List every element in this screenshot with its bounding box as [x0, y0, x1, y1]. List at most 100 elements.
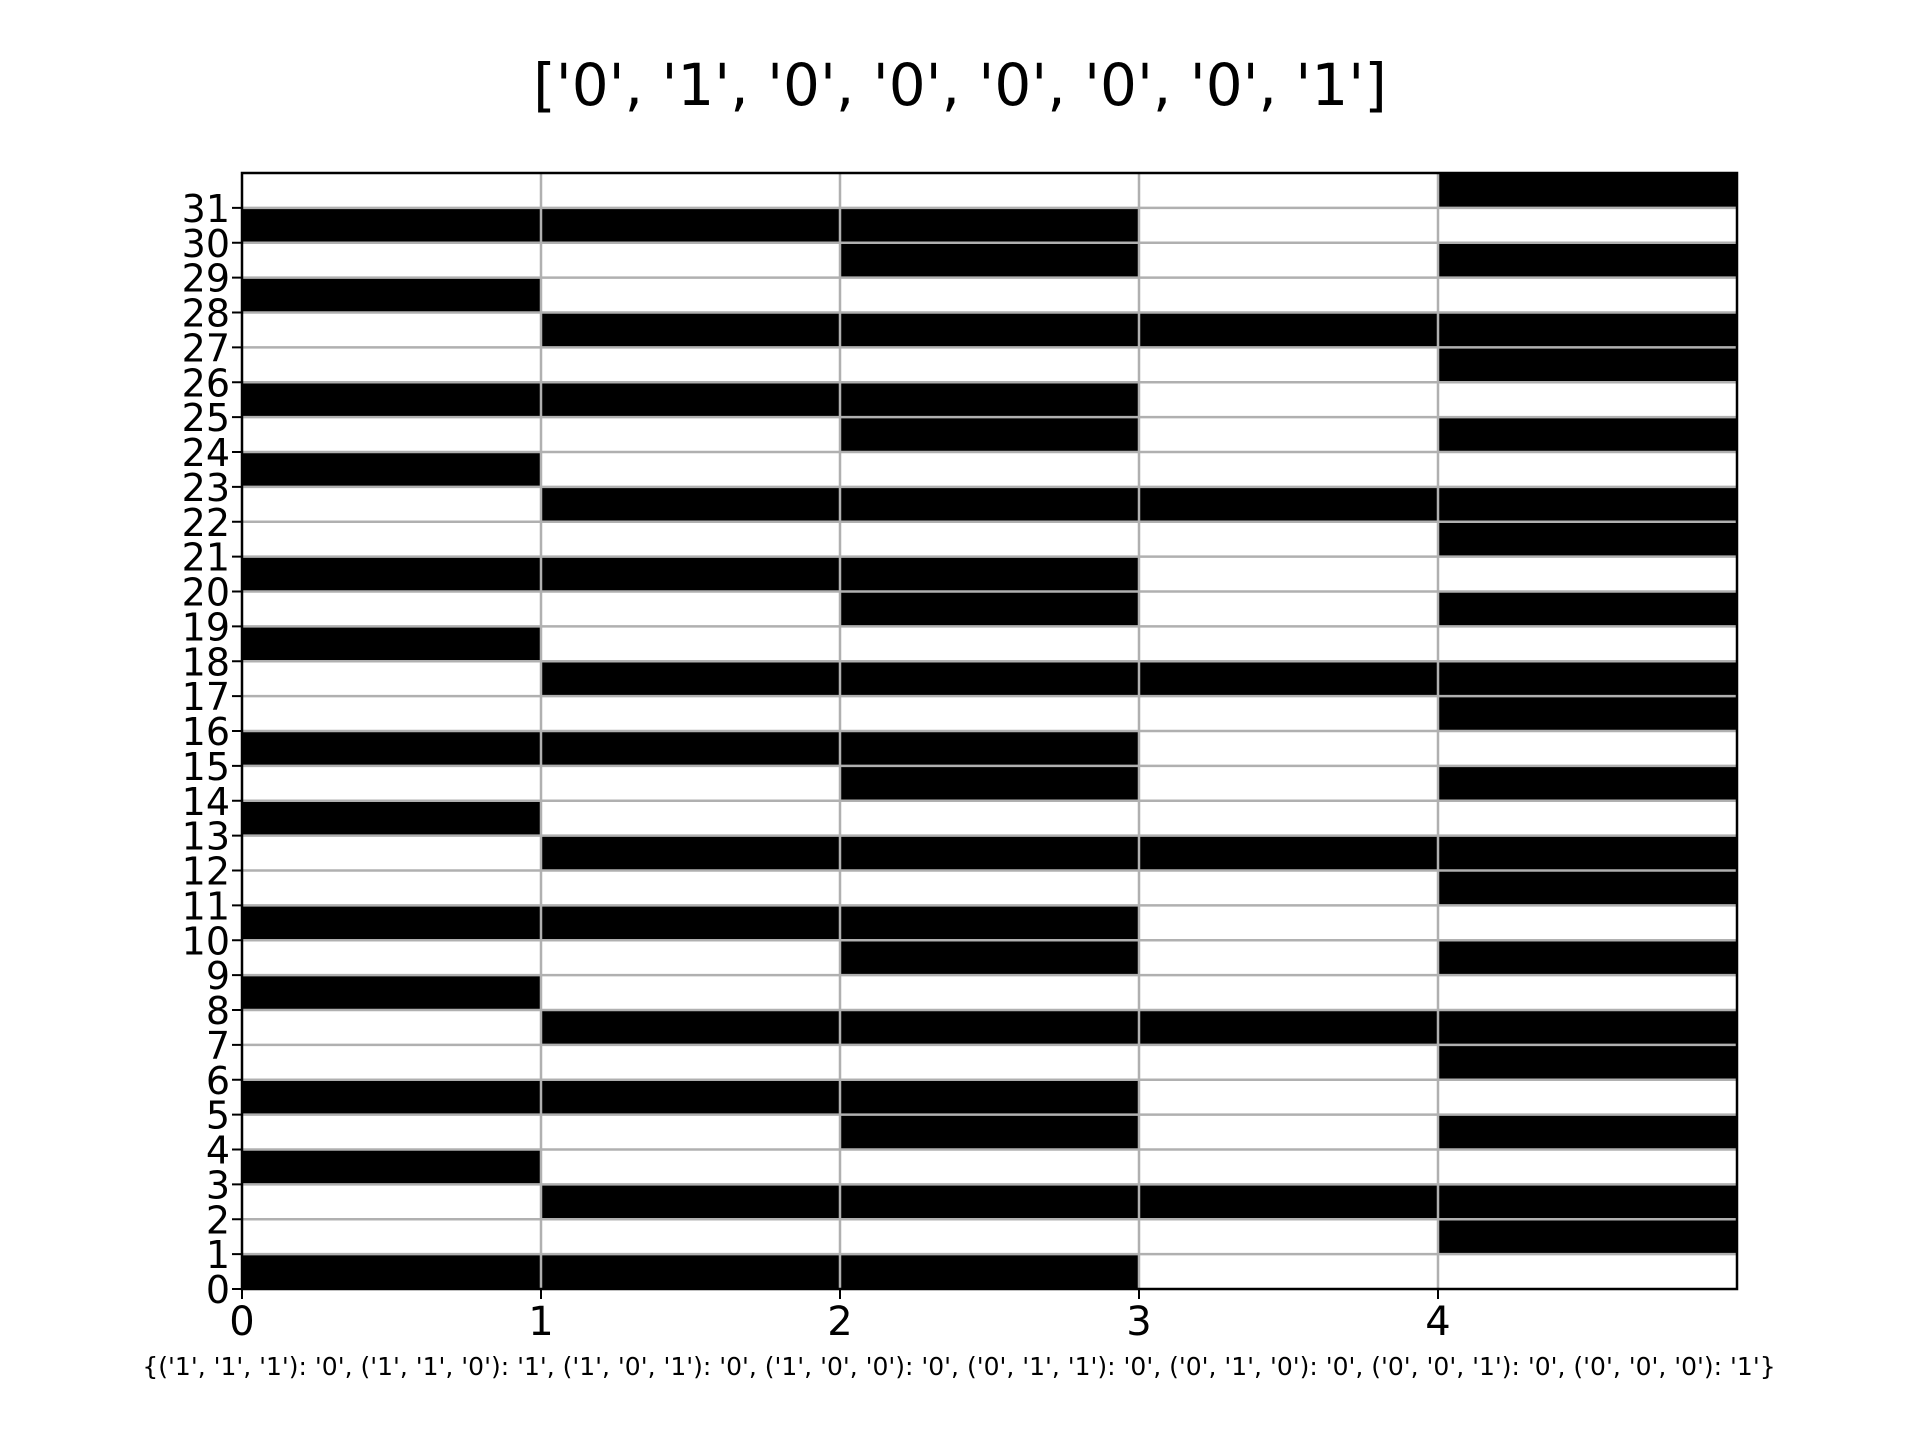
cell-r7-c1: [541, 1010, 840, 1045]
cell-r8-c0: [242, 975, 541, 1010]
y-tick-label: 13: [182, 815, 230, 859]
cell-r11-c0: [242, 870, 541, 906]
cell-r21-c1: [541, 521, 840, 557]
cell-r31-c3: [1139, 173, 1438, 208]
x-tick-label: 3: [1126, 1299, 1151, 1345]
cell-r6-c3: [1139, 1044, 1438, 1080]
cell-r24-c0: [242, 417, 541, 452]
cell-r1-c4: [1438, 1219, 1737, 1255]
cell-r17-c3: [1139, 661, 1438, 697]
cell-r10-c2: [840, 905, 1139, 941]
cell-r0-c1: [541, 1254, 840, 1289]
y-tick-label: 16: [182, 710, 230, 754]
y-tick-label: 6: [206, 1059, 230, 1103]
cell-r29-c0: [242, 242, 541, 278]
cell-r13-c4: [1438, 800, 1737, 836]
cell-r31-c4: [1438, 173, 1737, 208]
cell-r15-c2: [840, 731, 1139, 766]
cell-r26-c4: [1438, 347, 1737, 383]
cell-r2-c2: [840, 1184, 1139, 1220]
x-axis-label: {('1', '1', '1'): '0', ('1', '1', '0'): …: [142, 1352, 1775, 1381]
x-tick-label: 4: [1425, 1299, 1450, 1345]
cell-r26-c0: [242, 347, 541, 383]
cell-r19-c2: [840, 591, 1139, 627]
cell-r6-c1: [541, 1044, 840, 1080]
cell-r5-c0: [242, 1079, 541, 1115]
cell-r15-c3: [1139, 731, 1438, 766]
cell-r19-c3: [1139, 591, 1438, 627]
cell-r12-c2: [840, 835, 1139, 871]
cell-r28-c2: [840, 277, 1139, 313]
y-tick-label: 28: [182, 292, 230, 336]
y-tick-label: 21: [182, 536, 230, 580]
cell-r21-c2: [840, 521, 1139, 557]
cell-r22-c4: [1438, 486, 1737, 522]
cell-r14-c4: [1438, 765, 1737, 801]
y-tick-label: 2: [206, 1198, 230, 1242]
cell-r27-c4: [1438, 312, 1737, 348]
cell-r6-c2: [840, 1044, 1139, 1080]
cell-r15-c4: [1438, 731, 1737, 766]
cell-r25-c3: [1139, 382, 1438, 418]
y-tick-label: 30: [182, 222, 230, 266]
y-tick-label: 25: [182, 396, 230, 440]
cell-r24-c2: [840, 417, 1139, 452]
cell-r5-c3: [1139, 1079, 1438, 1115]
y-tick-label: 10: [182, 919, 230, 963]
y-tick-label: 3: [206, 1163, 230, 1207]
cell-r9-c0: [242, 940, 541, 976]
cell-r1-c1: [541, 1219, 840, 1255]
y-tick-label: 18: [182, 640, 230, 684]
cell-r19-c0: [242, 591, 541, 627]
cell-r0-c2: [840, 1254, 1139, 1289]
cell-r1-c0: [242, 1219, 541, 1255]
cell-r13-c1: [541, 800, 840, 836]
cell-r20-c0: [242, 556, 541, 592]
cell-r0-c3: [1139, 1254, 1438, 1289]
cell-r12-c0: [242, 835, 541, 871]
cell-r22-c2: [840, 486, 1139, 522]
cell-r25-c4: [1438, 382, 1737, 418]
cell-r23-c4: [1438, 452, 1737, 487]
cell-r23-c2: [840, 452, 1139, 487]
cell-r4-c2: [840, 1114, 1139, 1150]
cell-r28-c0: [242, 277, 541, 313]
cell-r8-c2: [840, 975, 1139, 1010]
cell-r21-c0: [242, 521, 541, 557]
cell-r19-c1: [541, 591, 840, 627]
y-tick-label: 26: [182, 361, 230, 405]
cell-r13-c0: [242, 800, 541, 836]
cell-r7-c3: [1139, 1010, 1438, 1045]
cell-r2-c4: [1438, 1184, 1737, 1220]
y-tick-label: 31: [182, 187, 230, 231]
cell-r18-c1: [541, 626, 840, 662]
cell-r3-c3: [1139, 1149, 1438, 1185]
cell-r17-c0: [242, 661, 541, 697]
y-tick-label: 14: [182, 780, 230, 824]
cell-r1-c3: [1139, 1219, 1438, 1255]
cell-r18-c2: [840, 626, 1139, 662]
cell-r14-c2: [840, 765, 1139, 801]
cell-r4-c0: [242, 1114, 541, 1150]
cell-r2-c1: [541, 1184, 840, 1220]
cell-r19-c4: [1438, 591, 1737, 627]
cell-r30-c4: [1438, 207, 1737, 243]
cell-r14-c1: [541, 765, 840, 801]
plot-frame: [240, 171, 1739, 1291]
cell-r16-c2: [840, 696, 1139, 731]
cell-r6-c0: [242, 1044, 541, 1080]
y-tick-label: 0: [206, 1268, 230, 1312]
cell-r11-c2: [840, 870, 1139, 906]
cell-r24-c1: [541, 417, 840, 452]
x-tick-label: 1: [528, 1299, 553, 1345]
cell-r15-c1: [541, 731, 840, 766]
y-tick-label: 7: [206, 1024, 230, 1068]
cell-r3-c2: [840, 1149, 1139, 1185]
cell-r7-c0: [242, 1010, 541, 1045]
cell-r23-c0: [242, 452, 541, 487]
y-tick-label: 17: [182, 675, 230, 719]
cell-r29-c1: [541, 242, 840, 278]
cell-r12-c3: [1139, 835, 1438, 871]
x-axis: 0 1 2 3 4: [229, 1289, 1451, 1345]
x-tick-label: 0: [229, 1299, 254, 1345]
